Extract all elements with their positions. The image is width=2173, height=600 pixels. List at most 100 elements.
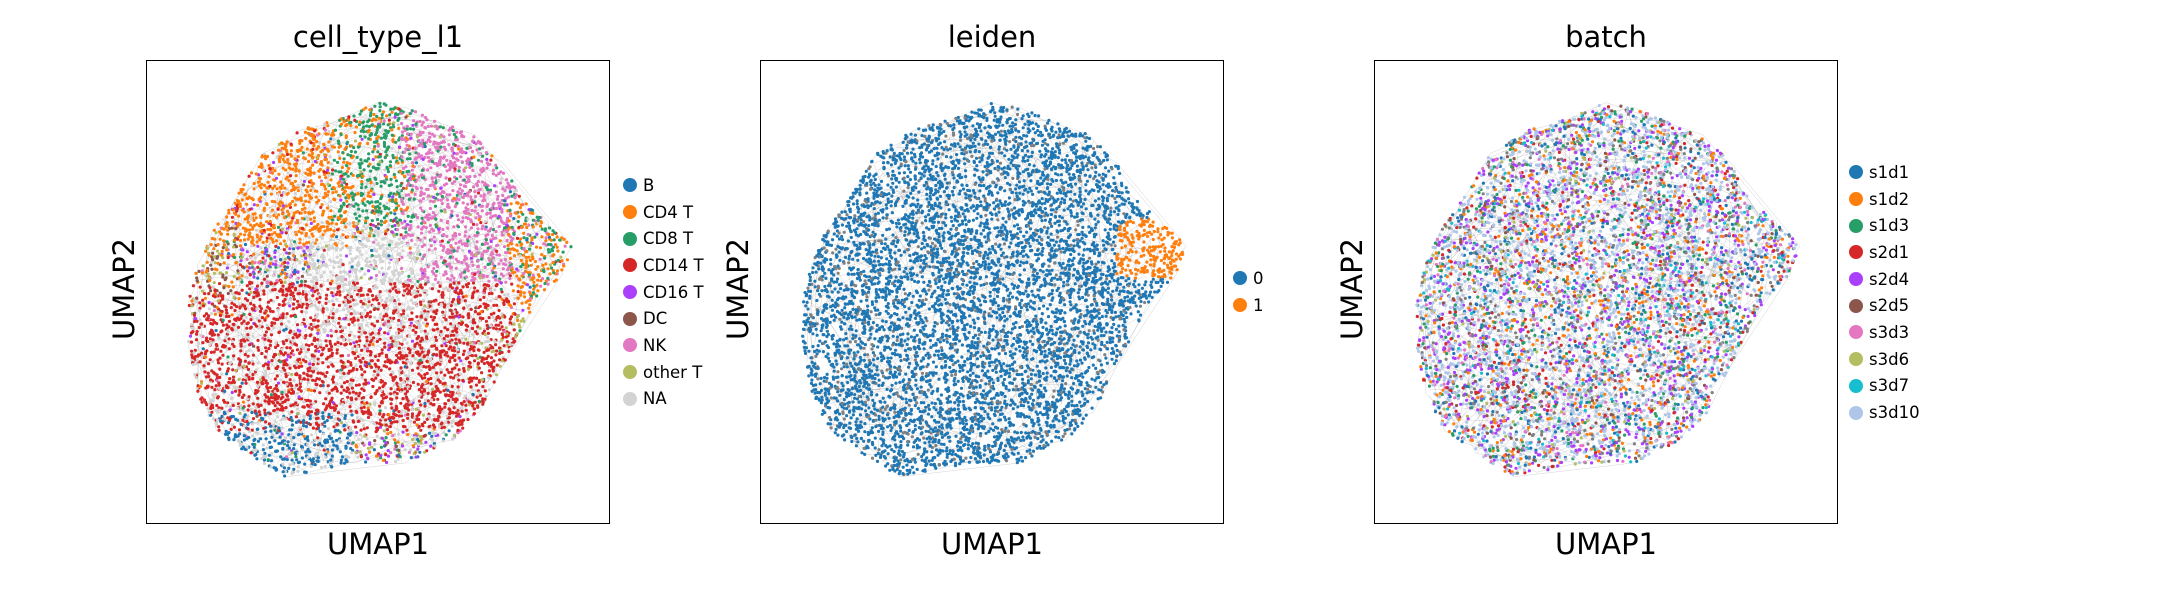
cell-point [335, 351, 339, 355]
cell-point [250, 235, 254, 240]
cell-point [276, 343, 280, 348]
cell-point [373, 332, 378, 336]
cell-point [489, 356, 494, 360]
cell-point [420, 192, 424, 196]
cell-point [227, 252, 231, 256]
cell-point [348, 205, 352, 209]
cell-point [475, 183, 479, 187]
cell-point [364, 264, 368, 268]
cell-point [489, 158, 493, 162]
cell-point [519, 237, 523, 241]
cell-point [500, 332, 504, 336]
cell-point [442, 339, 446, 343]
cell-point [301, 203, 305, 207]
cell-point [478, 319, 482, 323]
cell-point [204, 360, 208, 365]
cell-point [471, 392, 475, 396]
cell-point [244, 375, 248, 380]
cell-point [337, 321, 341, 325]
cell-point [452, 151, 456, 155]
cell-point [324, 397, 328, 401]
cell-point [263, 393, 267, 397]
cell-point [413, 192, 417, 196]
cell-point [504, 335, 508, 339]
cell-point [335, 297, 339, 301]
cell-point [508, 342, 512, 347]
cell-point [394, 413, 399, 417]
cell-point [232, 303, 237, 307]
cell-point [266, 386, 270, 390]
cell-point [394, 192, 398, 196]
cell-point [457, 169, 461, 173]
cell-point [414, 151, 418, 155]
cell-point [450, 274, 454, 278]
cell-point [376, 293, 380, 297]
cell-point [244, 315, 248, 319]
cell-point [383, 345, 387, 349]
cell-point [535, 294, 539, 298]
cell-point [248, 261, 252, 265]
cell-point [348, 248, 352, 252]
cell-point [514, 188, 518, 193]
cell-point [414, 161, 419, 165]
cell-point [258, 267, 262, 271]
cell-point [426, 312, 430, 316]
cell-point [239, 339, 243, 343]
cell-point [478, 298, 482, 302]
cell-point [267, 347, 271, 351]
cell-point [297, 364, 301, 369]
cell-point [234, 227, 238, 231]
cell-point [522, 291, 526, 295]
cell-point [482, 193, 486, 197]
cell-point [432, 344, 437, 348]
cell-point [323, 187, 328, 191]
cell-point [301, 151, 305, 155]
cell-point [527, 223, 531, 227]
cell-point [355, 416, 359, 420]
cell-point [534, 267, 538, 271]
cell-point [191, 284, 195, 288]
cell-point [452, 142, 456, 146]
cell-point [525, 259, 529, 263]
cell-point [374, 238, 378, 242]
cell-point [325, 228, 329, 232]
cell-point [480, 399, 484, 403]
cell-point [506, 243, 510, 248]
cell-point [291, 336, 295, 340]
cell-point [332, 145, 336, 149]
cell-point [443, 405, 447, 409]
cell-point [279, 378, 283, 382]
cell-point [350, 307, 354, 311]
cell-point [349, 361, 353, 365]
cell-point [252, 275, 256, 279]
cell-point [494, 343, 498, 347]
cell-point [326, 384, 330, 388]
cell-point [281, 284, 285, 288]
cell-point [381, 110, 386, 114]
cell-point [232, 275, 236, 279]
cell-point [263, 430, 268, 434]
cell-point [263, 408, 267, 412]
cell-point [316, 371, 320, 375]
cell-point [239, 259, 243, 263]
cell-point [339, 198, 343, 202]
cell-point [308, 362, 312, 366]
cell-point [403, 174, 407, 178]
cell-point [424, 318, 428, 322]
cell-point [415, 315, 419, 319]
cell-point [485, 204, 489, 209]
cell-point [376, 458, 380, 462]
cell-point [190, 358, 194, 362]
cell-point [331, 400, 335, 405]
cell-point [271, 274, 275, 278]
cell-point [267, 254, 271, 258]
cell-point [454, 135, 458, 139]
cell-point [211, 251, 215, 255]
cell-point [389, 218, 393, 222]
cell-point [405, 341, 409, 345]
cell-point [272, 270, 277, 274]
cell-point [209, 350, 213, 354]
cell-point [342, 388, 346, 392]
cell-point [331, 319, 335, 323]
cell-point [330, 299, 335, 303]
